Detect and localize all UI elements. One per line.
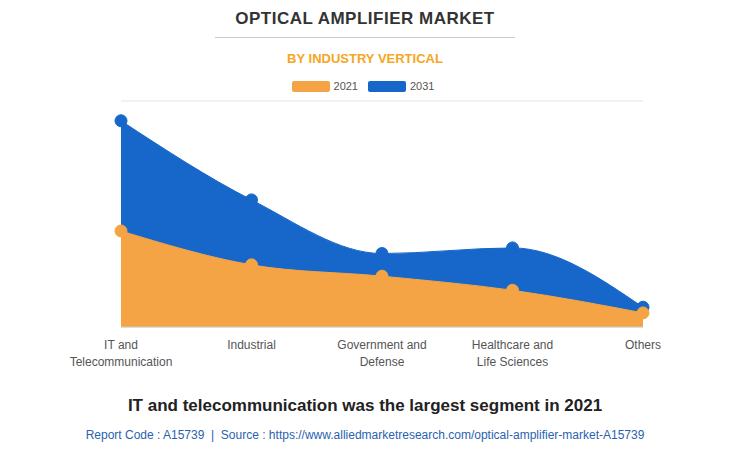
svg-text:Healthcare andLife Sciences: Healthcare andLife Sciences bbox=[472, 338, 553, 369]
html-text:Report Code : A15739 | Source: Report Code : A15739 | Source : https://… bbox=[85, 428, 645, 442]
html-text:2021: 2021 bbox=[333, 80, 358, 92]
svg-text:Others: Others bbox=[625, 338, 661, 352]
svg-text:IT andTelecommunication: IT andTelecommunication bbox=[70, 338, 173, 369]
svg-text:Government andDefense: Government andDefense bbox=[337, 338, 426, 369]
html-text:2031: 2031 bbox=[410, 80, 435, 92]
svg-text:Industrial: Industrial bbox=[227, 338, 276, 352]
html-text:IT and telecommunication was t: IT and telecommunication was the largest… bbox=[127, 396, 603, 415]
html-text:BY INDUSTRY VERTICAL: BY INDUSTRY VERTICAL bbox=[287, 51, 443, 66]
html-text:OPTICAL AMPLIFIER MARKET: OPTICAL AMPLIFIER MARKET bbox=[235, 9, 495, 28]
